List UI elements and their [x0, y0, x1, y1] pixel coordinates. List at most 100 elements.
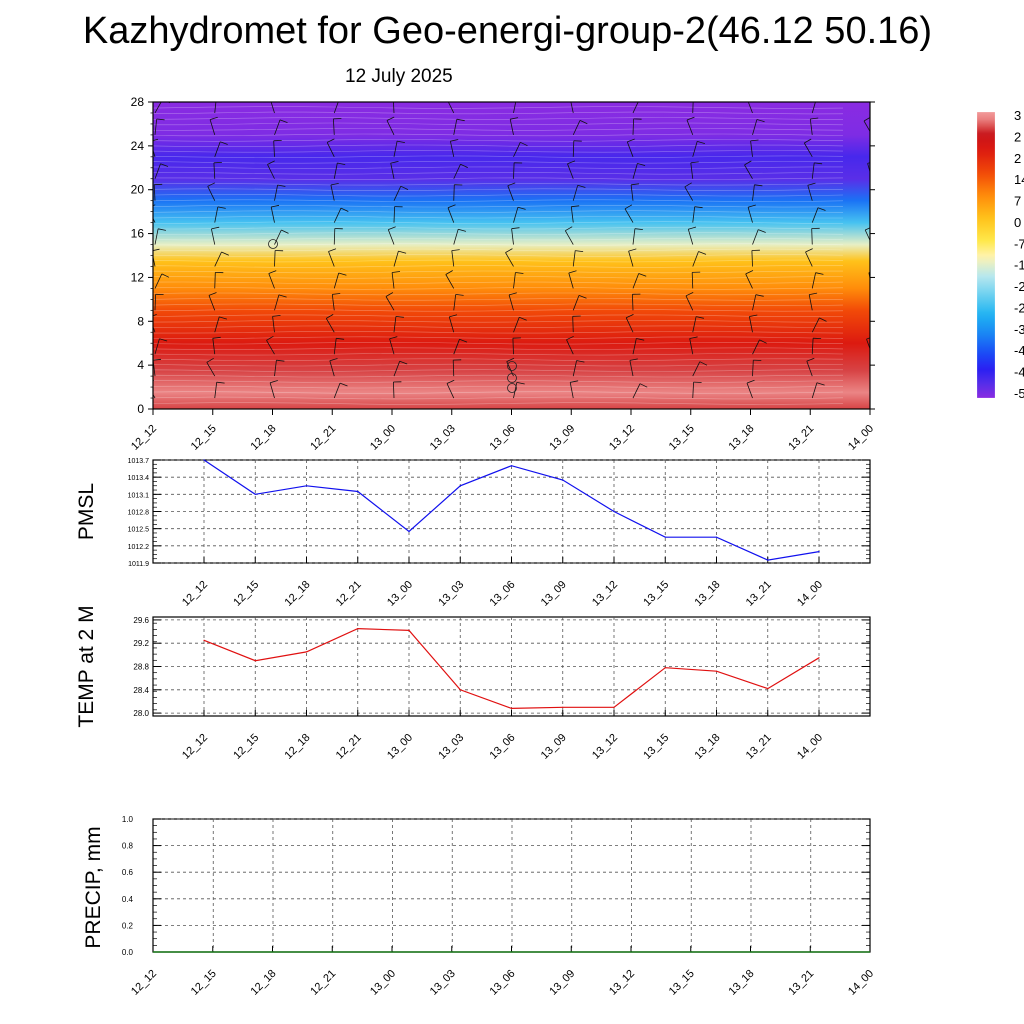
data-point	[613, 706, 615, 708]
wind-barb-shaft	[872, 296, 879, 310]
x-tick-label: 13_18	[693, 732, 723, 762]
wind-barb-feather	[459, 338, 468, 343]
contour-line	[153, 374, 844, 378]
wind-barb-shaft	[691, 272, 694, 289]
calm-wind-circle	[268, 239, 278, 249]
contour-line	[153, 303, 844, 307]
contour-line	[153, 188, 844, 191]
x-tick-label: 13_12	[590, 732, 620, 762]
data-point	[357, 628, 359, 630]
wind-barb-shaft	[572, 295, 580, 311]
wind-barb-feather	[388, 226, 396, 230]
colorbar-fill	[976, 111, 996, 399]
wind-barb-shaft	[864, 229, 870, 242]
wind-barb-shaft	[154, 294, 156, 311]
wind-barb-feather	[814, 162, 823, 165]
wind-barb-shaft	[632, 163, 638, 179]
y-tick-label: 1013.1	[128, 492, 150, 499]
wind-barb-feather	[819, 317, 827, 322]
wind-barb-shaft	[752, 360, 754, 377]
wind-barb-shaft	[625, 317, 634, 333]
wind-barb-shaft	[809, 118, 813, 135]
wind-barb-feather	[866, 337, 870, 340]
wind-barb-feather	[456, 118, 465, 122]
wind-barb-shaft	[326, 142, 335, 157]
data-point	[510, 465, 513, 467]
wind-barb-shaft	[333, 338, 337, 355]
wind-barb-shaft	[154, 338, 160, 355]
y-tick-label: 0.4	[122, 895, 134, 904]
colorbar-label: -5	[1014, 386, 1024, 401]
wind-barb-shaft	[805, 251, 813, 267]
contour-line	[153, 396, 844, 400]
contour-line	[153, 182, 844, 186]
data-point	[715, 670, 718, 672]
wind-barb-shaft	[685, 295, 694, 311]
wind-barb-shaft	[274, 360, 277, 377]
wind-barb-shaft	[632, 383, 641, 399]
wind-barb-feather	[279, 119, 288, 123]
x-tick-label: 12_18	[283, 732, 313, 762]
wind-barb-feather	[579, 120, 588, 125]
wind-barb-feather	[879, 296, 886, 300]
data-point	[408, 530, 410, 533]
wind-barb-shaft	[391, 272, 395, 289]
wind-barb-shaft	[213, 162, 216, 179]
x-tick-label: 13_15	[641, 732, 671, 762]
wind-barb-shaft	[393, 361, 401, 377]
wind-barb-feather	[445, 270, 453, 275]
page-title: Kazhydromet for Geo-energi-group-2(46.12…	[82, 10, 933, 52]
wind-barb-shaft	[393, 186, 402, 201]
wind-barb-feather	[506, 357, 515, 362]
x-tick-label: 12_18	[283, 579, 313, 609]
panel-frame	[152, 459, 871, 564]
wind-barb-feather	[508, 292, 517, 296]
contour-line	[153, 341, 844, 345]
wind-barb-shaft	[267, 164, 275, 179]
wind-barb-shaft	[692, 102, 694, 113]
wind-barb-feather	[392, 271, 401, 273]
wind-barb-feather	[878, 186, 886, 189]
wind-barb-feather	[809, 292, 818, 295]
wind-barb-feather	[450, 139, 459, 142]
data-point	[459, 485, 461, 487]
wind-barb-shaft	[154, 102, 162, 114]
x-tick-label: 14_00	[795, 579, 825, 609]
wind-barb-feather	[390, 161, 399, 164]
wind-barb-shaft	[453, 229, 459, 245]
vertical-profile-panel: 0 4 8 12 16 20 24 28 12_12 12_15 12_18 12_21 13_00 13…	[129, 95, 886, 453]
wind-barb-shaft	[632, 273, 640, 289]
wind-barb-shaft	[811, 162, 815, 179]
wind-barb-feather	[505, 248, 513, 253]
y-tick-label: 1011.9	[128, 561, 149, 568]
x-tick-label: 12_15	[189, 423, 219, 453]
data-point	[664, 536, 666, 538]
wind-barb-shaft	[214, 382, 218, 399]
x-tick-label: 12_15	[189, 968, 219, 998]
wind-barb-feather	[268, 270, 277, 274]
wind-barb-shaft	[273, 140, 275, 157]
wind-barb-shaft	[689, 338, 694, 355]
wind-barb-shaft	[572, 185, 579, 201]
wind-barb-feather	[870, 96, 878, 97]
wind-barb-shaft	[811, 228, 813, 245]
colorbar-label: -7	[1014, 236, 1024, 251]
wind-barb-feather	[698, 251, 707, 255]
x-tick-label: 13_06	[488, 968, 518, 998]
wind-barb-feather	[271, 204, 280, 208]
wind-barb-shaft	[154, 273, 163, 289]
wind-barb-shaft	[453, 184, 455, 201]
wind-barb-feather	[212, 336, 221, 339]
wind-barb-shaft	[333, 162, 338, 179]
contour-line	[153, 122, 844, 126]
x-tick-label: 13_21	[744, 732, 774, 762]
wind-barb-shaft	[803, 142, 813, 158]
wind-barb-shaft	[808, 294, 813, 311]
wind-barb-shaft	[446, 383, 455, 399]
wind-barb-feather	[211, 226, 220, 230]
wind-barb-shaft	[333, 228, 336, 245]
wind-barb-feather	[627, 138, 635, 143]
contour-line	[153, 133, 844, 137]
wind-barb-shaft	[629, 360, 634, 377]
wind-barb-shaft	[872, 361, 877, 376]
